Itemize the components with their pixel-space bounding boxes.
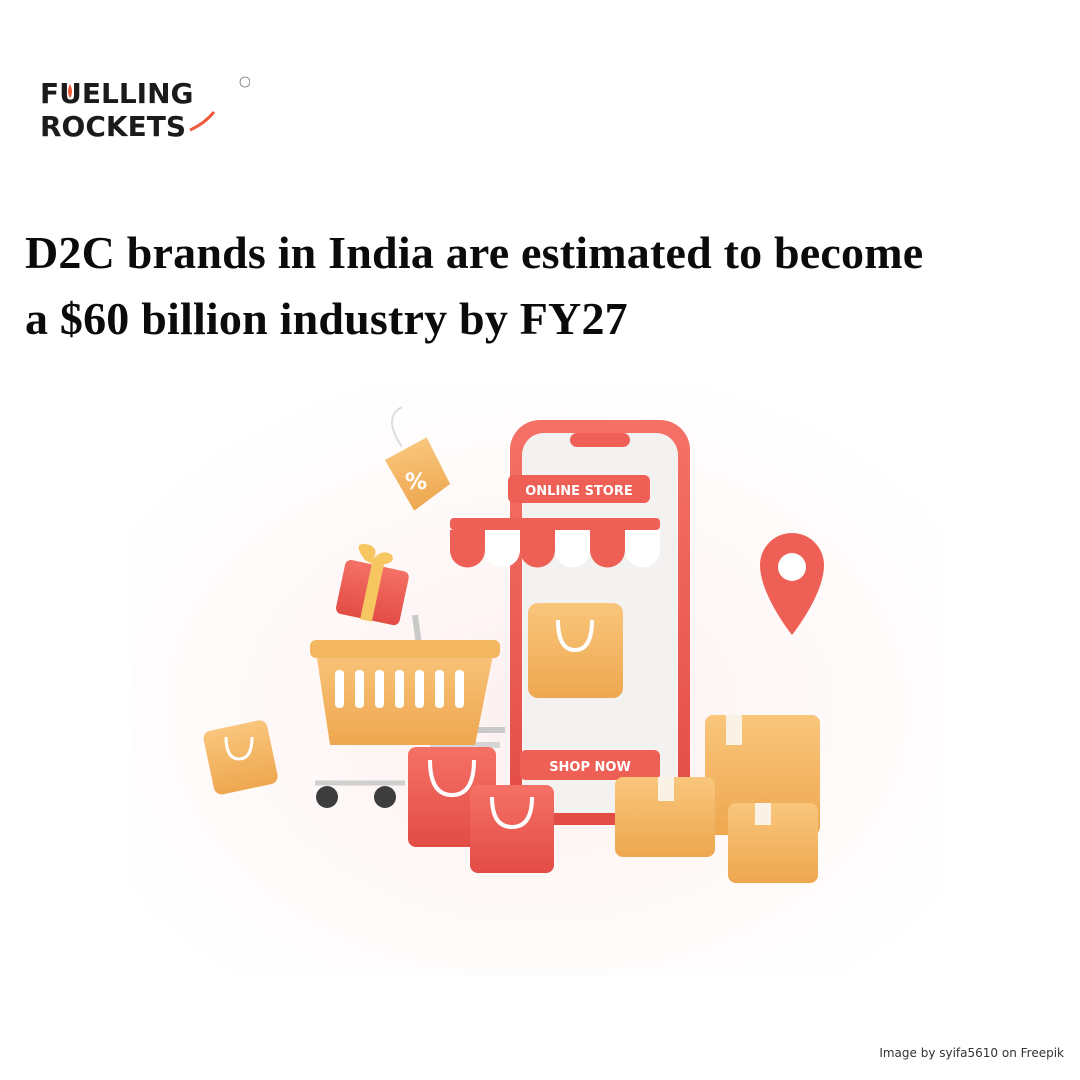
shopping-bag-red-icon xyxy=(408,747,554,873)
discount-tag-icon: % xyxy=(384,406,451,511)
shopping-bag-small-icon xyxy=(203,720,278,795)
online-shopping-illustration: ONLINE STORE SHOP NOW xyxy=(130,385,945,975)
online-store-text: ONLINE STORE xyxy=(525,484,633,499)
flame-icon xyxy=(68,84,72,98)
shop-now-button xyxy=(520,750,660,780)
location-pin-icon xyxy=(760,533,824,635)
package-box-icon xyxy=(615,715,820,883)
trademark-icon xyxy=(239,76,250,88)
discount-tag-text: % xyxy=(405,470,427,495)
brand-logo: FUELLING ROCKETS xyxy=(40,76,250,146)
online-store-banner xyxy=(508,475,650,503)
gift-box-icon xyxy=(335,544,409,626)
logo-line-1: FUELLING xyxy=(40,77,194,110)
headline: D2C brands in India are estimated to bec… xyxy=(25,220,1065,352)
shop-now-text: SHOP NOW xyxy=(549,760,631,775)
rocket-swoosh-icon xyxy=(189,111,216,132)
headline-line-1: D2C brands in India are estimated to bec… xyxy=(25,227,924,278)
headline-line-2: a $60 billion industry by FY27 xyxy=(25,293,628,344)
image-credit: Image by syifa5610 on Freepik xyxy=(879,1046,1064,1060)
shopping-cart-icon xyxy=(310,614,505,808)
shopping-bag-icon xyxy=(528,603,623,698)
store-awning xyxy=(450,518,660,568)
logo-mark: FUELLING ROCKETS xyxy=(40,76,250,143)
logo-line-2: ROCKETS xyxy=(40,110,186,143)
